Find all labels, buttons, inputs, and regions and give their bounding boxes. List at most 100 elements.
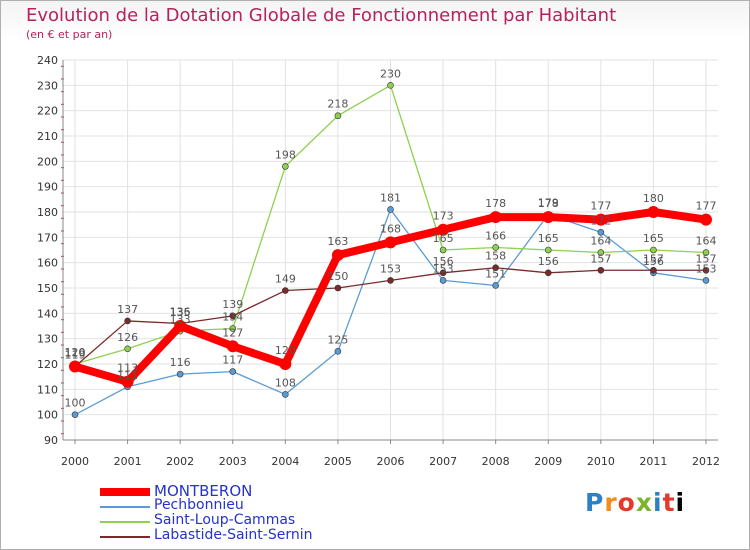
y-tick-label: 90 <box>44 434 58 447</box>
data-label-montberon: 177 <box>696 200 717 213</box>
logo-letter: x <box>635 488 653 517</box>
chart-title: Evolution de la Dotation Globale de Fonc… <box>26 5 617 26</box>
y-tick-label: 220 <box>37 105 58 118</box>
data-label-labastide-saint-sernin: 119 <box>65 349 86 362</box>
data-label-pechbonnieu: 172 <box>590 214 611 227</box>
data-label-montberon: 113 <box>117 362 138 375</box>
x-tick-label: 2003 <box>219 455 247 468</box>
legend-label-labastide-saint-sernin: Labastide-Saint-Sernin <box>154 527 313 543</box>
data-label-pechbonnieu: 108 <box>275 376 296 389</box>
data-point-pechbonnieu <box>229 368 237 375</box>
x-tick-label: 2009 <box>534 455 562 468</box>
logo-letter: t <box>662 488 676 517</box>
x-tick-label: 2007 <box>429 455 457 468</box>
y-tick-label: 150 <box>37 282 58 295</box>
data-point-montberon <box>384 236 397 249</box>
legend-swatch-pechbonnieu <box>100 506 150 508</box>
data-point-saint-loup-cammas <box>597 249 605 256</box>
data-label-labastide-saint-sernin: 150 <box>327 270 348 283</box>
data-point-pechbonnieu <box>492 282 499 289</box>
data-point-montberon <box>174 320 187 332</box>
data-point-pechbonnieu <box>702 277 710 284</box>
data-label-pechbonnieu: 125 <box>327 333 348 346</box>
logo-letter: P <box>585 488 605 517</box>
logo-letter: r <box>604 488 618 517</box>
legend: MONTBERON Pechbonnieu Saint-Loup-Cammas … <box>100 482 400 544</box>
data-label-pechbonnieu: 181 <box>380 191 401 204</box>
data-point-saint-loup-cammas <box>439 246 447 254</box>
data-point-pechbonnieu <box>71 411 79 418</box>
data-point-pechbonnieu <box>282 391 289 398</box>
legend-item-montberon: MONTBERON <box>100 482 400 500</box>
data-point-montberon <box>437 223 450 236</box>
data-label-labastide-saint-sernin: 136 <box>170 305 191 318</box>
y-tick-label: 170 <box>37 231 58 244</box>
data-label-montberon: 180 <box>643 192 664 205</box>
data-point-labastide-saint-sernin <box>544 269 552 277</box>
data-label-pechbonnieu: 100 <box>65 397 86 410</box>
data-point-montberon <box>331 249 344 262</box>
data-label-labastide-saint-sernin: 139 <box>222 298 243 311</box>
data-label-saint-loup-cammas: 165 <box>643 232 664 245</box>
logo-letter: i <box>675 488 686 517</box>
data-point-labastide-saint-sernin <box>650 266 657 274</box>
data-label-montberon: 127 <box>222 326 243 339</box>
data-label-pechbonnieu: 179 <box>538 197 559 210</box>
data-point-labastide-saint-sernin <box>229 312 237 320</box>
legend-label-pechbonnieu: Pechbonnieu <box>154 497 244 513</box>
data-point-labastide-saint-sernin <box>387 277 394 284</box>
x-tick-label: 2004 <box>271 455 299 468</box>
data-label-saint-loup-cammas: 134 <box>222 311 243 324</box>
data-point-montberon <box>226 340 239 353</box>
data-point-labastide-saint-sernin <box>439 269 447 277</box>
data-label-pechbonnieu: 116 <box>170 356 191 369</box>
logo-letter: i <box>653 488 663 517</box>
data-point-montberon <box>121 375 134 388</box>
data-label-labastide-saint-sernin: 157 <box>643 252 664 265</box>
data-point-pechbonnieu <box>439 277 447 284</box>
x-tick-label: 2008 <box>482 455 510 468</box>
y-tick-label: 200 <box>37 155 58 168</box>
data-point-pechbonnieu <box>176 370 184 378</box>
y-tick-label: 230 <box>37 79 58 92</box>
data-label-labastide-saint-sernin: 157 <box>590 252 611 265</box>
data-point-saint-loup-cammas <box>334 112 342 120</box>
chart-subtitle: (en € et par an) <box>26 28 113 41</box>
data-point-labastide-saint-sernin <box>124 317 131 325</box>
x-tick-label: 2010 <box>587 455 615 468</box>
data-point-pechbonnieu <box>597 228 605 236</box>
y-tick-label: 120 <box>37 358 58 371</box>
data-point-montberon <box>489 211 502 224</box>
x-tick-label: 2011 <box>639 455 667 468</box>
x-tick-label: 2012 <box>692 455 720 468</box>
data-point-pechbonnieu <box>387 206 394 213</box>
data-label-labastide-saint-sernin: 158 <box>485 250 506 263</box>
data-label-pechbonnieu: 111 <box>117 369 138 382</box>
data-label-pechbonnieu: 151 <box>485 267 506 280</box>
data-point-montberon <box>542 211 555 224</box>
legend-swatch-montberon <box>100 488 150 496</box>
data-label-montberon: 178 <box>485 197 506 210</box>
logo-letter: o <box>617 488 636 517</box>
legend-item-labastide-saint-sernin: Labastide-Saint-Sernin <box>100 527 400 544</box>
data-label-saint-loup-cammas: 164 <box>696 235 717 248</box>
y-tick-label: 110 <box>37 383 58 396</box>
proxiti-logo: Proxiti <box>585 488 685 517</box>
data-label-labastide-saint-sernin: 157 <box>696 252 717 265</box>
data-point-saint-loup-cammas <box>492 244 499 251</box>
data-point-saint-loup-cammas <box>650 246 657 254</box>
data-label-montberon: 178 <box>538 197 559 210</box>
x-tick-label: 2001 <box>114 455 142 468</box>
data-point-labastide-saint-sernin <box>334 284 342 292</box>
y-tick-label: 240 <box>37 54 58 67</box>
y-tick-label: 190 <box>37 181 58 194</box>
x-tick-label: 2006 <box>377 455 405 468</box>
data-point-saint-loup-cammas <box>387 82 394 89</box>
data-point-montberon <box>69 360 81 373</box>
data-label-montberon: 168 <box>380 222 401 235</box>
legend-item-pechbonnieu: Pechbonnieu <box>100 497 400 514</box>
data-label-pechbonnieu: 153 <box>696 262 717 275</box>
data-point-montberon <box>279 358 292 370</box>
data-label-montberon: 163 <box>327 235 348 248</box>
